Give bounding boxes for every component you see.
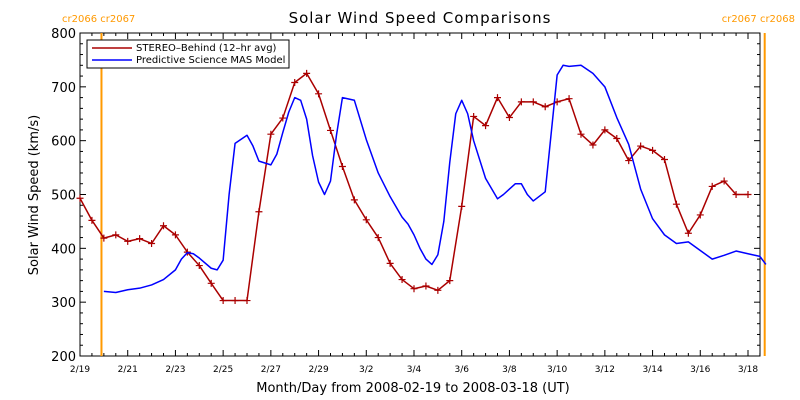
data-point-marker bbox=[422, 282, 430, 290]
data-point-marker bbox=[88, 216, 96, 224]
data-point-marker bbox=[661, 156, 668, 164]
data-point-marker bbox=[482, 122, 490, 130]
data-point-marker bbox=[625, 157, 633, 165]
data-point-marker bbox=[410, 285, 418, 293]
data-point-marker bbox=[362, 216, 370, 224]
x-tick-label: 3/14 bbox=[642, 365, 662, 375]
data-point-marker bbox=[112, 231, 120, 239]
data-point-marker bbox=[446, 277, 454, 285]
data-point-marker bbox=[303, 69, 311, 77]
data-point-marker bbox=[267, 130, 275, 138]
data-point-marker bbox=[458, 202, 466, 210]
x-tick-label: 3/4 bbox=[407, 365, 422, 375]
data-point-marker bbox=[470, 112, 478, 120]
x-axis: 2/19 2/21 2/23 2/25 2/27 2/29 3/2 3/4 3/6 3/8 3/10… bbox=[70, 33, 761, 375]
data-point-marker bbox=[279, 114, 287, 122]
data-point-marker bbox=[684, 229, 692, 237]
data-point-marker bbox=[231, 297, 239, 305]
data-point-marker bbox=[338, 163, 346, 171]
data-point-marker bbox=[255, 208, 263, 216]
chart-title: Solar Wind Speed Comparisons bbox=[289, 9, 552, 27]
series-lines bbox=[76, 64, 767, 305]
plot-area bbox=[79, 32, 761, 357]
carrington-marker-label: cr2066 cr2067 bbox=[62, 14, 135, 25]
data-point-marker bbox=[601, 126, 609, 134]
data-point-marker bbox=[505, 114, 513, 122]
y-tick-label: 800 bbox=[51, 27, 76, 42]
y-tick-label: 500 bbox=[51, 189, 76, 204]
data-point-marker bbox=[291, 79, 299, 87]
x-tick-label: 3/6 bbox=[454, 365, 469, 375]
data-point-marker bbox=[374, 234, 382, 242]
y-tick-label: 700 bbox=[51, 81, 76, 96]
data-point-marker bbox=[434, 286, 442, 294]
data-point-marker bbox=[136, 235, 144, 243]
x-tick-label: 3/2 bbox=[359, 365, 373, 375]
data-point-marker bbox=[148, 239, 156, 247]
x-tick-label: 3/12 bbox=[595, 365, 615, 375]
y-axis-label: Solar Wind Speed (km/s) bbox=[27, 115, 42, 275]
data-point-marker bbox=[529, 98, 537, 106]
y-axis: 200 300 400 500 600 700 800 bbox=[51, 27, 760, 365]
x-tick-label: 2/19 bbox=[70, 365, 90, 375]
data-point-marker bbox=[744, 191, 752, 198]
data-point-marker bbox=[613, 135, 621, 143]
data-point-marker bbox=[398, 276, 406, 284]
legend: STEREO–Behind (12–hr avg) Predictive Sci… bbox=[86, 39, 290, 69]
x-tick-label: 3/18 bbox=[738, 365, 758, 375]
data-point-marker bbox=[100, 234, 108, 242]
y-tick-label: 400 bbox=[51, 242, 76, 257]
data-point-marker bbox=[565, 95, 573, 103]
data-point-marker bbox=[171, 231, 179, 239]
x-tick-label: 2/27 bbox=[261, 365, 281, 375]
data-point-marker bbox=[649, 146, 657, 154]
carrington-markers: cr2066 cr2067 cr2067 cr2068 bbox=[62, 14, 795, 356]
data-point-marker bbox=[494, 94, 501, 102]
data-point-marker bbox=[207, 279, 215, 287]
data-point-marker bbox=[589, 141, 597, 149]
x-axis-label: Month/Day from 2008-02-19 to 2008-03-18 … bbox=[256, 381, 569, 396]
legend-box bbox=[86, 39, 290, 69]
data-point-marker bbox=[517, 98, 525, 106]
data-point-marker bbox=[350, 196, 358, 204]
x-tick-label: 3/16 bbox=[690, 365, 710, 375]
data-point-marker bbox=[219, 297, 227, 305]
data-point-marker bbox=[386, 259, 394, 267]
y-tick-label: 200 bbox=[51, 350, 76, 365]
data-point-marker bbox=[637, 142, 645, 150]
x-tick-label: 3/8 bbox=[502, 365, 517, 375]
x-tick-label: 2/25 bbox=[213, 365, 233, 375]
data-point-marker bbox=[327, 126, 334, 134]
series-line-1 bbox=[103, 64, 767, 294]
y-tick-label: 300 bbox=[51, 296, 76, 311]
x-tick-label: 2/29 bbox=[308, 365, 328, 375]
data-point-marker bbox=[243, 297, 251, 305]
legend-label-stereo: STEREO–Behind (12–hr avg) bbox=[136, 43, 277, 54]
data-point-marker bbox=[124, 237, 132, 245]
data-point-marker bbox=[195, 262, 203, 270]
data-point-marker bbox=[708, 182, 716, 190]
data-point-marker bbox=[315, 90, 323, 98]
x-tick-label: 3/10 bbox=[547, 365, 567, 375]
data-point-marker bbox=[160, 222, 167, 230]
legend-label-model: Predictive Science MAS Model bbox=[136, 55, 285, 66]
data-point-marker bbox=[732, 191, 740, 198]
carrington-marker-label: cr2067 cr2068 bbox=[722, 14, 795, 25]
data-point-marker bbox=[76, 194, 84, 202]
data-point-marker bbox=[541, 103, 549, 111]
y-tick-label: 600 bbox=[51, 135, 76, 150]
x-tick-label: 2/23 bbox=[165, 365, 185, 375]
x-tick-label: 2/21 bbox=[118, 365, 138, 375]
data-point-marker bbox=[672, 200, 680, 208]
series-line-0 bbox=[79, 72, 748, 302]
data-point-marker bbox=[720, 177, 728, 185]
data-point-marker bbox=[696, 211, 704, 219]
data-point-marker bbox=[577, 130, 585, 138]
